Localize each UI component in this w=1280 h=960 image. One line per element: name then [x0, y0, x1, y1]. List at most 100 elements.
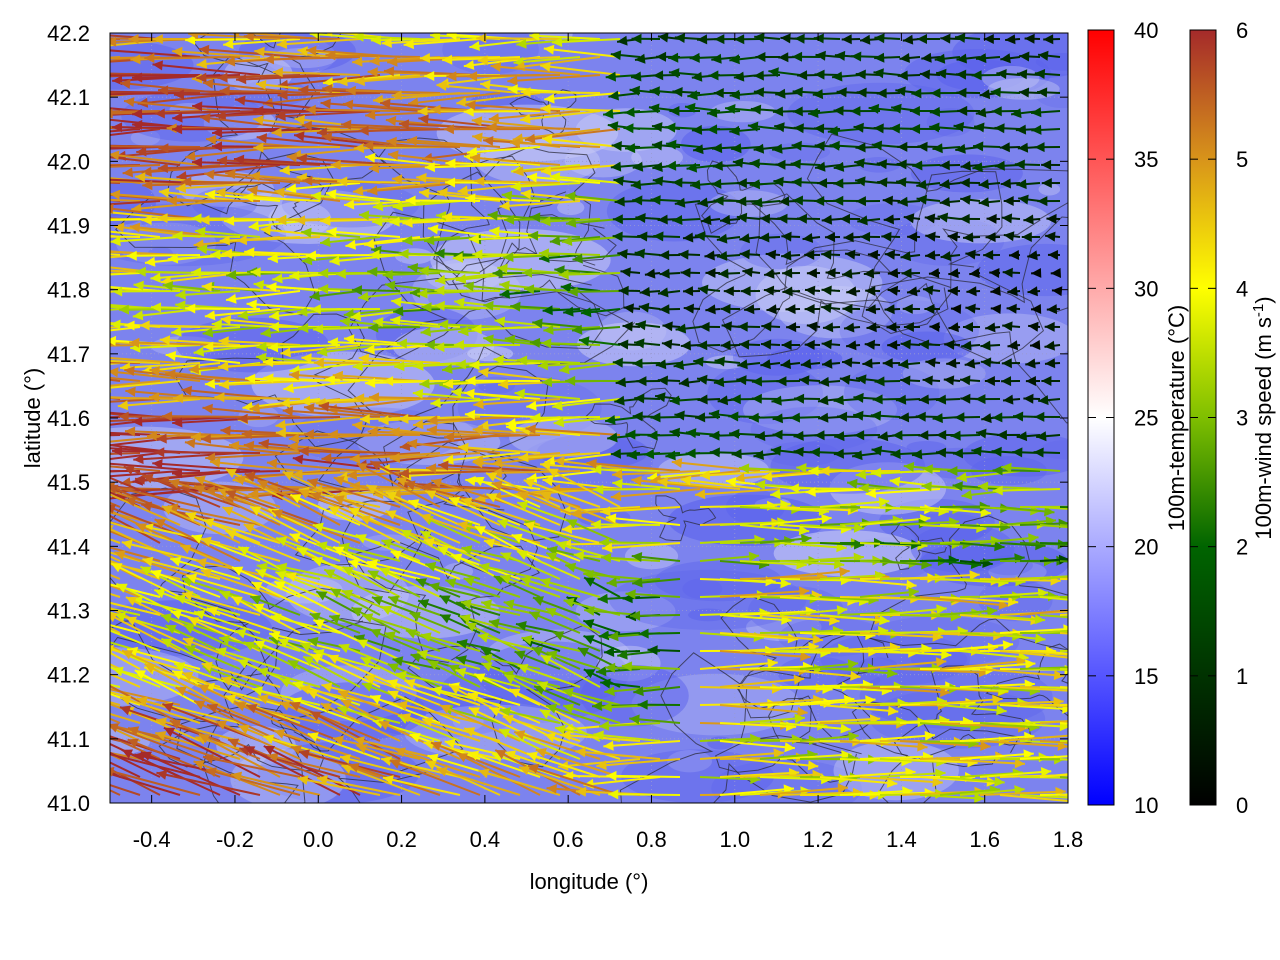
- wind-vector: [165, 372, 261, 382]
- wind-vector-head: [748, 412, 759, 423]
- wind-vector: [469, 38, 541, 49]
- wind-vector: [859, 776, 943, 784]
- wind-vector-head: [960, 160, 971, 171]
- wind-vector-head: [474, 673, 486, 683]
- wind-vector-head: [282, 406, 293, 417]
- wind-vector-head: [77, 68, 87, 78]
- wind-vector-head: [759, 232, 770, 243]
- wind-vector-head: [430, 104, 441, 115]
- wind-vector-head: [378, 721, 390, 731]
- wind-vector-head: [779, 196, 790, 207]
- wind-vector-head: [472, 425, 483, 436]
- wind-vector: [540, 492, 621, 526]
- wind-vector-head: [699, 470, 711, 481]
- wind-vector-head: [467, 71, 478, 82]
- wind-vector: [919, 697, 1003, 706]
- wind-vector-head: [477, 632, 489, 643]
- wind-vector: [859, 686, 951, 694]
- wind-vector-head: [792, 195, 803, 206]
- wind-vector-head: [254, 46, 265, 57]
- wind-vector-head: [77, 762, 88, 772]
- y-axis: 41.041.141.241.341.441.541.641.741.841.9…: [47, 21, 1068, 816]
- wind-vector-head: [844, 322, 855, 333]
- wind-vector-head: [43, 246, 53, 256]
- wind-vector-head: [292, 469, 303, 480]
- wind-vector-head: [446, 33, 457, 41]
- colorbar-tick-label: 1: [1236, 664, 1248, 689]
- wind-vector-head: [813, 33, 824, 44]
- wind-vector-head: [871, 140, 883, 151]
- wind-vector-head: [176, 171, 187, 181]
- wind-vector-head: [520, 189, 532, 200]
- wind-vector-head: [321, 453, 332, 464]
- wind-vector-head: [605, 415, 616, 425]
- wind-vector-head: [751, 376, 762, 387]
- wind-vector: [979, 700, 1064, 706]
- wind-vector: [296, 157, 401, 166]
- wind-vector: [939, 704, 1007, 713]
- wind-vector-head: [624, 107, 635, 118]
- temperature-patch: [1038, 182, 1061, 196]
- wind-vector-head: [384, 631, 396, 641]
- wind-vector: [223, 38, 301, 46]
- wind-vector-head: [365, 152, 376, 163]
- wind-vector: [110, 521, 121, 526]
- wind-vector-head: [541, 165, 552, 176]
- wind-vector-head: [219, 635, 230, 645]
- wind-vector-head: [142, 473, 154, 484]
- wind-vector-head: [634, 393, 645, 404]
- wind-vector: [583, 776, 661, 786]
- wind-vector-head: [248, 221, 260, 231]
- wind-vector: [110, 380, 161, 387]
- wind-vector-head: [297, 306, 308, 317]
- wind-vector-head: [468, 234, 479, 244]
- wind-vector-head: [647, 645, 658, 656]
- wind-vector-head: [994, 541, 1005, 552]
- wind-vector-head: [705, 304, 716, 315]
- wind-vector-head: [400, 530, 412, 540]
- wind-vector-head: [298, 323, 309, 333]
- wind-vector-head: [605, 662, 616, 673]
- wind-vector-head: [150, 272, 161, 283]
- wind-vector: [839, 518, 904, 526]
- x-axis: -0.4 -0.2 0.0 0.2 0.4 0.6 0.8 1.0 1.2 1.4 1.6 1.8: [133, 33, 1083, 852]
- wind-vector-head: [272, 509, 284, 519]
- wind-vector: [112, 667, 181, 688]
- wind-vector-head: [275, 571, 287, 581]
- wind-vector-head: [799, 586, 810, 597]
- wind-vector-head: [430, 741, 443, 751]
- wind-vector-head: [253, 603, 265, 613]
- wind-vector-head: [299, 684, 311, 695]
- temperature-patch: [962, 432, 1068, 477]
- wind-vector-head: [657, 375, 668, 386]
- wind-vector-head: [12, 147, 22, 157]
- wind-vector: [463, 110, 541, 113]
- wind-vector-head: [324, 374, 335, 385]
- wind-vector-head: [821, 249, 832, 260]
- wind-vector-head: [711, 53, 722, 64]
- wind-vector-head: [337, 76, 348, 87]
- wind-vector-head: [516, 621, 527, 631]
- wind-vector: [110, 769, 201, 796]
- wind-vector-head: [481, 648, 493, 658]
- wind-vector-head: [1007, 596, 1019, 607]
- wind-vector-head: [671, 458, 683, 468]
- wind-vector: [110, 717, 121, 724]
- wind-vector-head: [990, 87, 1001, 98]
- wind-vector-head: [625, 429, 636, 440]
- temperature-colorbar-label: 100m-temperature (°C): [1164, 305, 1189, 531]
- wind-vector-head: [919, 69, 930, 80]
- wind-vector: [601, 542, 681, 550]
- wind-vector-head: [572, 324, 583, 335]
- wind-vector-head: [973, 141, 984, 152]
- wind-vector-head: [204, 169, 215, 180]
- wind-vector-head: [1028, 321, 1039, 332]
- wind-vector-head: [761, 321, 772, 332]
- wind-vector: [899, 720, 974, 724]
- wind-vector-head: [1003, 196, 1014, 206]
- wind-vector-head: [930, 88, 941, 99]
- wind-vector-head: [1002, 321, 1013, 332]
- wind-vector-head: [593, 484, 604, 495]
- wind-vector: [270, 615, 341, 634]
- wind-vector-head: [562, 687, 574, 698]
